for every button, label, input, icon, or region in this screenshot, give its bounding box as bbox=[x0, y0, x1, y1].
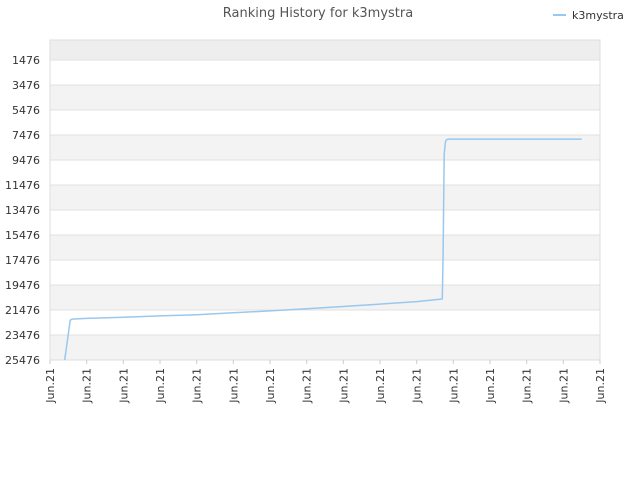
y-axis: 1476 3476 5476 7476 9476 11476 13476 15476 17476… bbox=[5, 54, 40, 367]
chart-title: Ranking History for k3mystra bbox=[223, 6, 413, 21]
x-tick-label: Jun.21 bbox=[374, 368, 387, 404]
x-tick-label: Jun.21 bbox=[411, 368, 424, 404]
series-line-k3mystra bbox=[63, 138, 582, 361]
plot-band bbox=[50, 60, 600, 85]
x-tick-label: Jun.21 bbox=[594, 368, 607, 404]
plot-band bbox=[50, 260, 600, 285]
plot-area bbox=[49, 39, 601, 361]
plot-band bbox=[50, 235, 600, 260]
y-tick-label: 25476 bbox=[5, 354, 40, 367]
x-tick-label: Jun.21 bbox=[301, 368, 314, 404]
y-tick-label: 7476 bbox=[12, 129, 40, 142]
plot-band bbox=[50, 210, 600, 235]
x-tick-label: Jun.21 bbox=[44, 368, 57, 404]
y-tick-label: 19476 bbox=[5, 279, 40, 292]
plot-band bbox=[50, 40, 600, 60]
y-tick-label: 13476 bbox=[5, 204, 40, 217]
x-tick-label: Jun.21 bbox=[337, 368, 350, 404]
plot-band bbox=[50, 85, 600, 110]
x-tick-label: Jun.21 bbox=[117, 368, 130, 404]
x-tick-label: Jun.21 bbox=[484, 368, 497, 404]
x-tick-label: Jun.21 bbox=[557, 368, 570, 404]
y-tick-label: 3476 bbox=[12, 79, 40, 92]
y-tick-label: 21476 bbox=[5, 304, 40, 317]
y-tick-label: 1476 bbox=[12, 54, 40, 67]
x-tick-label: Jun.21 bbox=[81, 368, 94, 404]
legend-label-k3mystra: k3mystra bbox=[572, 9, 624, 22]
y-tick-label: 9476 bbox=[12, 154, 40, 167]
x-tick-label: Jun.21 bbox=[447, 368, 460, 404]
x-axis: Jun.21 Jun.21 Jun.21 Jun.21 Jun.21 Jun.21 Jun.… bbox=[44, 360, 607, 404]
y-tick-label: 11476 bbox=[5, 179, 40, 192]
plot-bands bbox=[50, 40, 600, 360]
x-tick-label: Jun.21 bbox=[264, 368, 277, 404]
x-tick-label: Jun.21 bbox=[154, 368, 167, 404]
legend: k3mystra bbox=[553, 9, 624, 22]
y-tick-label: 23476 bbox=[5, 329, 40, 342]
plot-band bbox=[50, 310, 600, 335]
series-layer bbox=[63, 138, 582, 361]
plot-band bbox=[50, 110, 600, 135]
plot-band bbox=[50, 160, 600, 185]
y-tick-label: 15476 bbox=[5, 229, 40, 242]
x-tick-label: Jun.21 bbox=[227, 368, 240, 404]
plot-band bbox=[50, 285, 600, 310]
y-tick-label: 17476 bbox=[5, 254, 40, 267]
plot-band bbox=[50, 335, 600, 360]
y-tick-label: 5476 bbox=[12, 104, 40, 117]
x-tick-label: Jun.21 bbox=[521, 368, 534, 404]
x-tick-label: Jun.21 bbox=[191, 368, 204, 404]
plot-band bbox=[50, 185, 600, 210]
